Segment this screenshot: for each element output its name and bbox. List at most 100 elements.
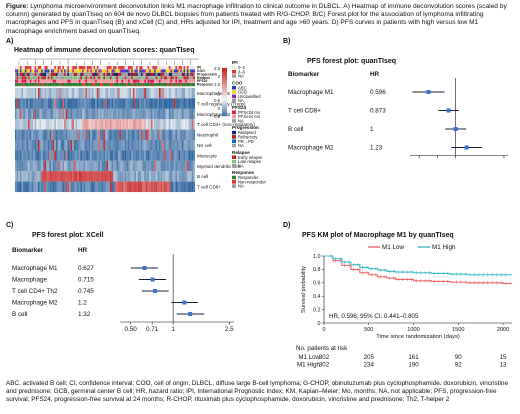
- panel-a-letter: A): [6, 38, 14, 45]
- km-legend-label: M1 High: [432, 244, 456, 251]
- km-risk-label: M1 High: [297, 362, 321, 369]
- forest-x-tick-label: 0.50: [125, 326, 138, 333]
- legend-swatch: [232, 85, 236, 90]
- heatmap-row-label: Macrophage M2: [197, 112, 231, 117]
- forest-point: [426, 90, 431, 94]
- legend-item: Responder: [238, 175, 259, 180]
- forest-header-hr: HR: [370, 71, 380, 78]
- km-risk-count: 13: [500, 362, 507, 369]
- legend-item: Early relapse: [238, 155, 263, 160]
- legend-swatch: [232, 180, 236, 184]
- forest-row-label: Macrophage M2: [12, 300, 58, 307]
- km-risk-count: 234: [364, 362, 375, 369]
- forest-point: [464, 145, 469, 150]
- legend-swatch: [232, 74, 236, 78]
- legend-item: 0–2: [238, 65, 246, 70]
- legend-item: Late relapse: [238, 159, 262, 164]
- legend-title: Response: [232, 170, 254, 175]
- legend-swatch: [232, 90, 236, 94]
- scale-tick-label: 2: [218, 74, 221, 79]
- legend-item: ABC: [238, 85, 247, 90]
- km-x-axis-label: Time since randomization (days): [376, 334, 460, 340]
- km-x-tick-label: 1000: [407, 327, 419, 333]
- scale-tick-label: 1.5: [214, 82, 220, 87]
- panel-a-title: Heatmap of immune deconvolution scores: …: [14, 47, 195, 54]
- heatmap-row-label: Neutrophil: [197, 133, 218, 138]
- km-hr-annotation: HR, 0.596; 95% CI: 0.441–0.805: [329, 313, 419, 320]
- legend-item: Unclassified: [238, 94, 261, 99]
- km-risk-count: 302: [319, 362, 330, 369]
- legend-item: PR→PD: [238, 139, 254, 144]
- caption-label: Figure:: [6, 3, 29, 10]
- heatmap-row-label: T cell CD8+: [197, 185, 221, 190]
- legend-swatch: [232, 119, 236, 123]
- annotation-label: COO: [197, 69, 205, 73]
- forest-point: [446, 108, 451, 113]
- annotation-label: PFS24: [197, 79, 207, 83]
- forest-row-hr: 0.627: [78, 265, 94, 272]
- caption-text: Lymphoma microenvironment deconvolution …: [6, 3, 507, 35]
- forest-header-biomarker: Biomarker: [12, 247, 44, 254]
- legend-swatch: [232, 139, 236, 143]
- legend-swatch: [232, 159, 236, 164]
- legend-item: PFS<24 mo: [238, 110, 261, 115]
- legend-swatch: [232, 155, 236, 159]
- legend-swatch: [232, 184, 236, 188]
- heatmap-dendrogram: [18, 58, 199, 65]
- forest-row-label: T cell CD8+: [288, 108, 321, 115]
- figure-footnote: ABC, activated B cell; CI, confidence in…: [6, 380, 509, 404]
- annotation-label: Progression: [197, 72, 217, 76]
- heatmap-panel: Macrophage M1 T cell regulatory (Tregs) Ma…: [15, 58, 267, 193]
- legend-swatch: [232, 164, 236, 168]
- annotation-label: Relapse: [197, 76, 210, 80]
- forest-x-tick-label: 0.71: [146, 326, 159, 333]
- forest-row-hr: 1.2: [78, 300, 87, 307]
- legend-item: NA: [238, 163, 244, 168]
- legend-item: Non-responder: [238, 179, 267, 184]
- forest-header-biomarker: Biomarker: [288, 71, 320, 78]
- heatmap-row-label: T cell regulatory (Tregs): [197, 101, 246, 106]
- legend-item: 3–5: [238, 69, 246, 74]
- heatmap-color-scale: 2.5 2 1.5 1 0.5 0 -0.5: [213, 66, 227, 119]
- km-risk-count: 90: [455, 354, 462, 361]
- km-y-tick-label: 0.4: [313, 294, 321, 300]
- forest-row-hr: 1: [370, 126, 374, 133]
- forest-plot-xcell: Biomarker HR Macrophage M1 0.627 Macrophage 0…: [12, 247, 234, 333]
- scale-tick-label: 2.5: [214, 66, 220, 71]
- forest-row-hr: 0.715: [78, 277, 94, 284]
- legend-item: GCB: [238, 90, 247, 95]
- forest-row-label: Macrophage M1: [12, 265, 58, 272]
- heatmap-row-label: Macrophage M1: [197, 91, 231, 96]
- heatmap-legend: IPI0–23–5NACOOABCGCBUnclassifiedNAPFS24P…: [232, 60, 267, 189]
- km-risk-title: No. patients at risk: [296, 345, 348, 352]
- km-x-tick-label: 500: [364, 327, 373, 333]
- km-curve: [324, 255, 512, 276]
- km-risk-count: 15: [500, 354, 507, 361]
- legend-item: PFS≥24 mo: [238, 114, 261, 119]
- legend-item: Refractory: [238, 135, 258, 140]
- annotation-label: Response: [197, 83, 213, 87]
- legend-swatch: [232, 94, 236, 99]
- forest-point: [142, 266, 147, 270]
- km-y-tick-label: 0.6: [313, 281, 321, 287]
- km-x-tick-label: 0: [322, 327, 325, 333]
- legend-swatch: [232, 114, 236, 119]
- scale-tick-label: 0.5: [214, 98, 220, 103]
- legend-title: IPI: [232, 60, 238, 65]
- forest-header-hr: HR: [78, 247, 88, 254]
- panel-b-letter: B): [283, 38, 291, 45]
- forest-row-hr: 0.596: [370, 89, 386, 96]
- forest-x-tick-label: 1: [171, 326, 175, 333]
- legend-swatch: [232, 110, 236, 115]
- legend-swatch: [232, 135, 236, 139]
- forest-x-tick-label: 2.5: [225, 326, 234, 333]
- forest-row-label: B cell: [288, 126, 303, 133]
- panel-d-letter: D): [283, 222, 291, 229]
- legend-title: PFS24: [232, 105, 246, 110]
- km-risk-count: 302: [319, 354, 330, 361]
- forest-point: [153, 289, 158, 293]
- forest-row-label: Macrophage M1: [288, 89, 334, 96]
- legend-swatch: [232, 98, 236, 103]
- km-y-tick-label: 1.0: [313, 254, 321, 260]
